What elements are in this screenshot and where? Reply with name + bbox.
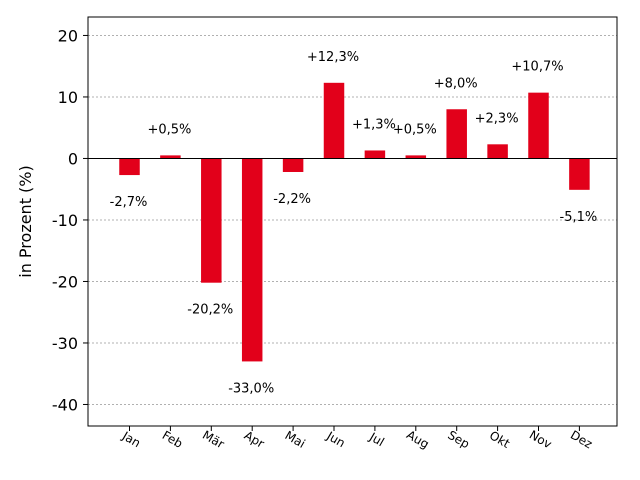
data-label: -5,1% [560, 210, 598, 225]
x-tick-label: Mär [200, 428, 227, 451]
y-axis-ticks: 20 10 0 -10 -20 -30 -40 [52, 26, 88, 414]
x-tick-label: Sep [445, 428, 472, 451]
data-label: -2,2% [273, 192, 311, 207]
data-label: -2,7% [110, 195, 148, 210]
y-tick-label: 0 [68, 149, 78, 168]
data-label: +0,5% [393, 122, 437, 137]
data-label: +1,3% [352, 117, 396, 132]
bar [201, 158, 222, 283]
bar [241, 158, 263, 362]
bar [160, 155, 181, 159]
bar [119, 158, 140, 176]
bar [528, 92, 549, 159]
bar [446, 109, 467, 159]
y-tick-label: 20 [58, 26, 78, 45]
x-tick-label: Jan [119, 428, 143, 450]
bar [487, 144, 508, 159]
bar [364, 150, 386, 159]
y-tick-label: 10 [58, 88, 78, 107]
y-tick-label: -10 [52, 211, 78, 230]
bar [282, 158, 304, 172]
data-label: -33,0% [228, 381, 274, 396]
bar [405, 155, 427, 159]
x-tick-label: Jul [366, 429, 386, 449]
x-tick-label: Dez [568, 428, 595, 452]
data-label: +12,3% [307, 50, 359, 65]
x-tick-label: Aug [404, 428, 431, 452]
data-label: +8,0% [434, 76, 478, 91]
bar [323, 82, 345, 159]
bar [569, 158, 590, 190]
x-tick-label: Jun [324, 428, 348, 450]
y-tick-label: -40 [52, 395, 78, 414]
x-axis-ticks: Jan Feb Mär Apr Mai Jun Jul Aug Sep Okt Nov Dez [119, 426, 595, 451]
gridlines [88, 34, 617, 405]
y-tick-label: -30 [52, 334, 78, 353]
data-label: +0,5% [147, 122, 191, 137]
x-tick-label: Okt [487, 428, 513, 451]
x-tick-label: Mai [282, 428, 307, 451]
data-label: +10,7% [511, 60, 563, 75]
y-tick-label: -20 [52, 272, 78, 291]
x-tick-label: Nov [527, 428, 554, 452]
data-labels: -2,7%+0,5%-20,2%-33,0%-2,2%+12,3%+1,3%+0… [110, 50, 598, 397]
x-tick-label: Feb [160, 428, 185, 451]
data-label: +2,3% [475, 111, 519, 126]
y-axis-title: in Prozent (%) [16, 165, 35, 277]
bars [119, 82, 590, 362]
x-tick-label: Apr [242, 428, 267, 451]
data-label: -20,2% [187, 303, 233, 318]
plot-frame [87, 16, 618, 427]
